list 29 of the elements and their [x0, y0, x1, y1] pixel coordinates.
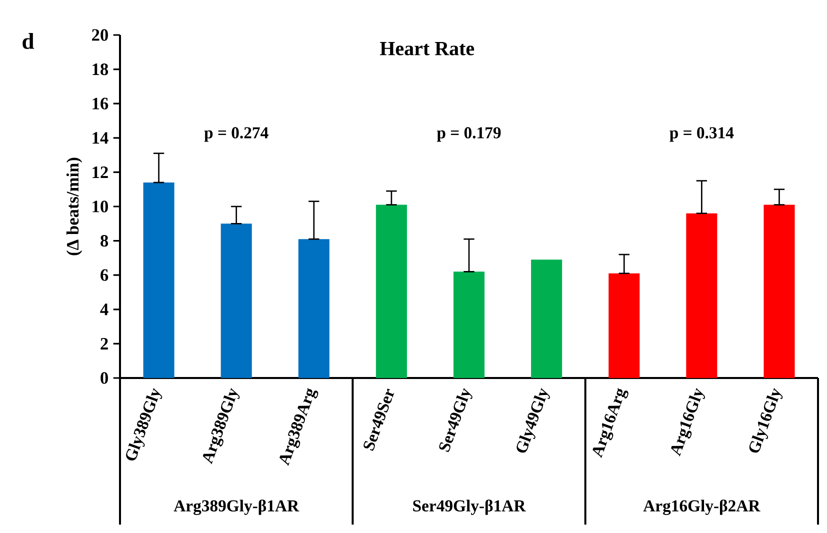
text: d: [22, 33, 34, 49]
annotation: p = 0.179: [436, 127, 501, 142]
text: Arg16Gly-β2AR: [643, 500, 760, 516]
y-tick-label: 6: [100, 269, 108, 281]
text: Ser49Gly-β1AR: [413, 500, 526, 515]
y-tick-label: 4: [100, 304, 108, 316]
y-tick-label: 18: [92, 63, 108, 76]
annotation: p = 0.314: [670, 127, 734, 142]
bar: [686, 213, 718, 378]
bar: [376, 204, 407, 378]
bar: [764, 204, 795, 378]
bar: [608, 273, 640, 378]
bar: [531, 260, 562, 378]
y-tick-label: 20: [92, 29, 108, 41]
y-tick-label: 10: [92, 200, 108, 212]
bar: [143, 182, 174, 378]
y-axis-title: (Δ beats/min): [66, 158, 82, 256]
chart-title: Heart Rate: [380, 42, 474, 56]
bar: [298, 239, 330, 378]
y-tick-label: 12: [92, 166, 108, 178]
y-tick-label: 0: [100, 372, 108, 384]
bar: [220, 224, 252, 378]
y-tick-label: 2: [100, 338, 108, 350]
bar: [453, 272, 485, 378]
annotation: p = 0.274: [204, 127, 268, 142]
y-tick-label: 8: [100, 234, 108, 247]
y-tick-label: 16: [92, 98, 108, 110]
text: Arg389Gly-β1AR: [174, 500, 300, 516]
y-tick-label: 14: [92, 132, 108, 144]
